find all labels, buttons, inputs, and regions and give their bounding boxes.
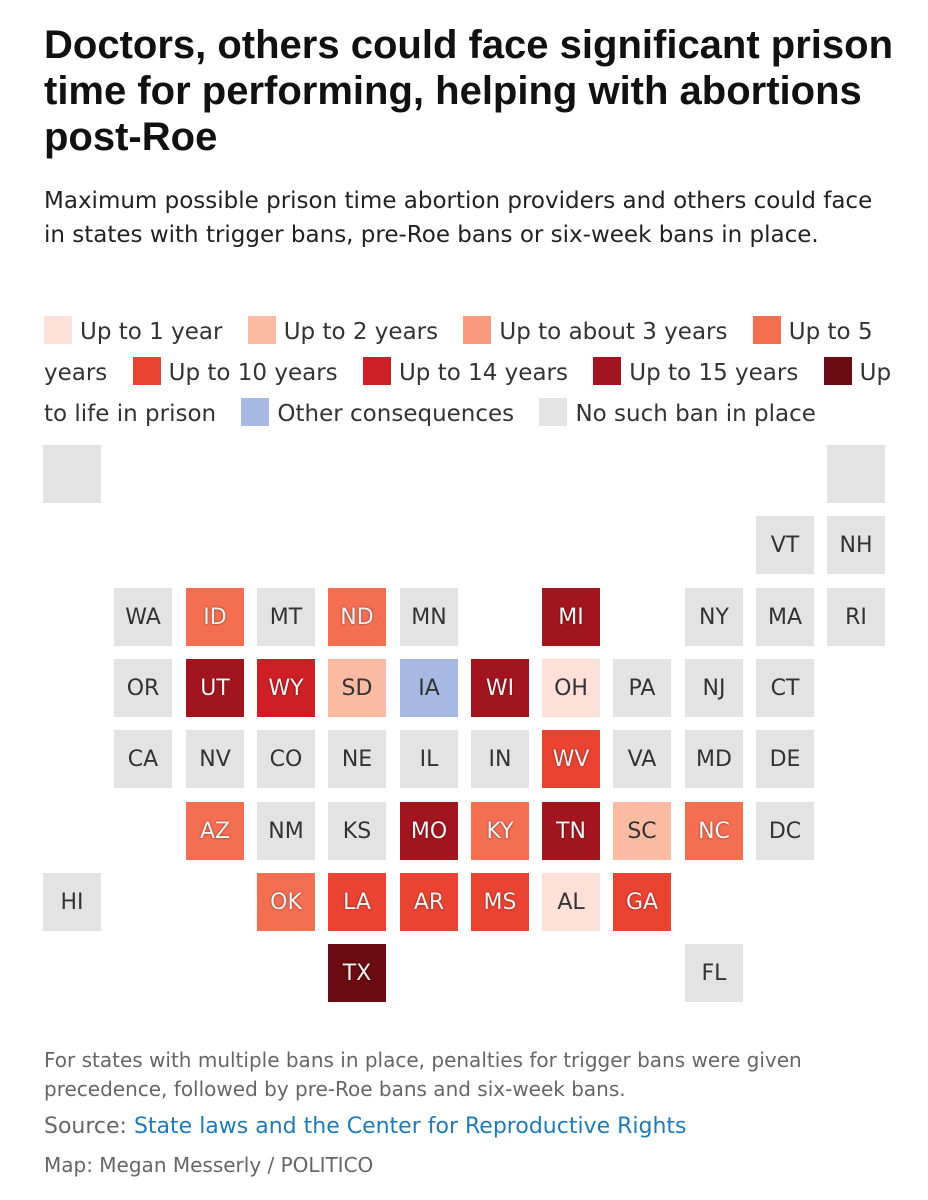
footnote: For states with multiple bans in place, … (44, 1048, 802, 1101)
state-tile-ri: RI (827, 588, 885, 646)
legend-swatch (823, 357, 852, 385)
legend-item-10yr: Up to 10 years (132, 357, 356, 386)
legend-swatch (752, 316, 781, 344)
state-tile-id: ID (186, 588, 244, 646)
legend-item-5yr: Up to 5 years (44, 316, 873, 386)
legend-label: Up to 15 years (629, 360, 799, 386)
state-tile-ga: GA (613, 873, 671, 931)
chart-title: Doctors, others could face significant p… (44, 23, 894, 159)
state-tile-blank (43, 445, 101, 503)
state-tile-ct: CT (756, 659, 814, 717)
state-tile-ks: KS (328, 802, 386, 860)
legend-item-other: Other consequences (241, 398, 532, 427)
state-tile-al: AL (542, 873, 600, 931)
state-tile-la: LA (328, 873, 386, 931)
legend-swatch (247, 316, 276, 344)
state-tile-wy: WY (257, 659, 315, 717)
state-tile-tn: TN (542, 802, 600, 860)
byline: Map: Megan Messerly / POLITICO (44, 1153, 374, 1177)
state-tile-blank (827, 445, 885, 503)
legend-swatch (132, 357, 161, 385)
state-tile-ne: NE (328, 730, 386, 788)
legend-item-15yr: Up to 15 years (593, 357, 816, 386)
legend-label: No such ban in place (575, 401, 816, 427)
state-tile-mi: MI (542, 588, 600, 646)
state-tile-hi: HI (43, 873, 101, 931)
legend-item-life: Up to life in prison (44, 357, 892, 427)
state-tile-wv: WV (542, 730, 600, 788)
state-tile-nh: NH (827, 516, 885, 574)
state-tile-ar: AR (400, 873, 458, 931)
state-tile-sc: SC (613, 802, 671, 860)
state-tile-nj: NJ (685, 659, 743, 717)
source-line: Source: State laws and the Center for Re… (44, 1112, 687, 1142)
state-tile-ny: NY (685, 588, 743, 646)
legend-item-none: No such ban in place (539, 398, 833, 427)
state-tile-de: DE (756, 730, 814, 788)
legend-swatch (593, 357, 622, 385)
state-tile-dc: DC (756, 802, 814, 860)
legend-label: Other consequences (277, 401, 515, 427)
state-tile-wi: WI (471, 659, 529, 717)
source-prefix: Source: (44, 1114, 134, 1139)
legend-label: Up to 1 year (80, 319, 223, 345)
state-tile-in: IN (471, 730, 529, 788)
state-tile-ma: MA (756, 588, 814, 646)
legend-label: Up to 5 years (44, 319, 873, 386)
chart-subtitle: Maximum possible prison time abortion pr… (44, 188, 873, 248)
state-tile-vt: VT (756, 516, 814, 574)
legend-swatch (44, 316, 72, 344)
state-tile-sd: SD (328, 659, 386, 717)
state-tile-ut: UT (186, 659, 244, 717)
legend-label: Up to 14 years (398, 360, 568, 386)
legend-label: Up to 10 years (168, 360, 338, 386)
source-link[interactable]: State laws and the Center for Reproducti… (133, 1114, 687, 1139)
state-tile-mn: MN (400, 588, 458, 646)
legend-swatch (463, 316, 492, 344)
state-tile-ca: CA (114, 730, 172, 788)
state-tile-nd: ND (328, 588, 386, 646)
state-tile-ok: OK (257, 873, 315, 931)
state-tile-wa: WA (114, 588, 172, 646)
state-tile-pa: PA (613, 659, 671, 717)
legend-label: Up to 2 years (283, 319, 439, 345)
state-tile-tx: TX (328, 944, 386, 1002)
legend-item-14yr: Up to 14 years (362, 357, 586, 386)
state-tile-ia: IA (400, 659, 458, 717)
state-tile-oh: OH (542, 659, 600, 717)
legend-label: Up to life in prison (44, 360, 892, 427)
state-tile-nv: NV (186, 730, 244, 788)
state-tile-mt: MT (257, 588, 315, 646)
state-tile-ky: KY (471, 802, 529, 860)
state-tile-nm: NM (257, 802, 315, 860)
legend: Up to 1 year Up to 2 years Up to about 3… (44, 312, 894, 435)
state-tile-il: IL (400, 730, 458, 788)
state-tile-nc: NC (685, 802, 743, 860)
legend-item-1yr: Up to 1 year (44, 316, 240, 345)
state-tile-az: AZ (186, 802, 244, 860)
state-tile-ms: MS (471, 873, 529, 931)
state-tile-md: MD (685, 730, 743, 788)
legend-item-3yr: Up to about 3 years (463, 316, 745, 345)
legend-swatch (241, 398, 270, 426)
legend-item-2yr: Up to 2 years (247, 316, 456, 345)
state-tile-va: VA (613, 730, 671, 788)
state-tile-co: CO (257, 730, 315, 788)
state-tile-or: OR (114, 659, 172, 717)
legend-swatch (539, 398, 568, 426)
legend-swatch (362, 357, 391, 385)
state-tile-fl: FL (685, 944, 743, 1002)
state-tile-mo: MO (400, 802, 458, 860)
legend-label: Up to about 3 years (499, 319, 728, 345)
